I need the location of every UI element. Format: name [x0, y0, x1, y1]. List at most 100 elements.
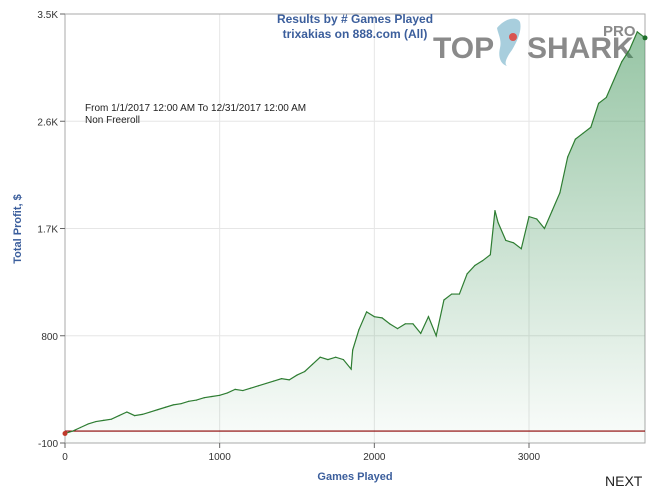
data-point: [489, 254, 491, 256]
data-point: [304, 370, 306, 373]
data-point: [381, 317, 383, 319]
data-point: [628, 49, 631, 51]
data-point: [505, 239, 507, 242]
data-point: [335, 356, 337, 358]
game-type-note: Non Freeroll: [85, 115, 140, 126]
data-point: [195, 399, 198, 401]
data-point: [149, 411, 151, 413]
data-point: [164, 406, 167, 408]
data-point: [389, 323, 391, 325]
data-point: [211, 395, 213, 398]
series-layer: [62, 30, 648, 443]
data-point: [358, 329, 360, 331]
shark-icon: [497, 18, 521, 66]
data-point: [494, 210, 496, 212]
data-point: [234, 388, 236, 390]
data-point: [366, 311, 368, 313]
data-point: [497, 221, 499, 224]
data-point: [636, 31, 638, 33]
data-point: [396, 328, 399, 330]
x-tick-label: 2000: [363, 452, 386, 463]
data-point: [373, 316, 375, 318]
profit-line: [64, 30, 646, 435]
logo-top-text: TOP: [433, 32, 494, 65]
data-point: [257, 385, 259, 387]
y-tick-label: 3.5K: [37, 10, 58, 21]
data-point: [103, 419, 105, 421]
data-point: [427, 316, 430, 318]
data-point: [72, 430, 74, 432]
data-point: [443, 299, 445, 301]
data-point: [412, 323, 414, 325]
data-point: [582, 132, 584, 134]
date-range-note: From 1/1/2017 12:00 AM To 12/31/2017 12:…: [85, 103, 306, 114]
data-point: [219, 394, 221, 396]
data-point: [327, 358, 329, 361]
data-point: [520, 248, 522, 250]
data-point: [180, 403, 182, 405]
data-point: [551, 210, 553, 212]
y-tick-label: 2.6K: [37, 117, 58, 128]
data-point: [559, 192, 561, 194]
y-tick-label: 800: [41, 332, 58, 343]
data-point: [352, 349, 354, 351]
data-point: [280, 378, 283, 380]
data-point: [613, 78, 615, 81]
data-point: [250, 387, 252, 389]
data-point: [134, 414, 136, 417]
chart-title: Results by # Games Played: [277, 12, 433, 26]
data-point: [350, 368, 352, 370]
data-point: [226, 392, 228, 394]
y-tick-label: 1.7K: [37, 225, 58, 236]
data-point: [574, 138, 577, 140]
data-point: [118, 414, 120, 417]
data-point: [157, 409, 159, 411]
topshark-logo: TOP SHARK PRO: [433, 18, 636, 66]
data-point: [95, 420, 97, 423]
next-button[interactable]: NEXT: [605, 473, 643, 489]
data-point: [458, 293, 460, 295]
data-point: [203, 397, 205, 399]
x-tick-label: 3000: [518, 452, 541, 463]
data-point: [451, 293, 453, 295]
data-point: [79, 426, 82, 429]
data-point: [110, 418, 112, 420]
data-point: [466, 273, 468, 275]
y-axis-label: Total Profit, $: [12, 194, 24, 263]
ticks-layer: 0 1000 2000 3000 -100 800 1.7K 2.6K 3.5K: [37, 10, 540, 463]
data-point: [605, 96, 607, 99]
data-point: [482, 260, 484, 262]
data-point: [319, 356, 321, 358]
profit-area: [65, 31, 645, 443]
data-point: [242, 389, 244, 392]
logo-pro-text: PRO: [603, 23, 636, 40]
data-point: [404, 323, 406, 325]
data-point: [296, 374, 298, 376]
data-point: [567, 156, 569, 158]
logo-shark-text: SHARK: [527, 32, 634, 65]
data-point: [621, 61, 623, 63]
data-point: [141, 413, 143, 415]
end-point-marker: [642, 35, 648, 41]
data-point: [543, 227, 546, 230]
data-point: [590, 126, 592, 128]
x-tick-label: 1000: [209, 452, 232, 463]
data-point: [311, 363, 314, 365]
data-point: [172, 404, 174, 406]
data-point: [188, 400, 190, 402]
y-tick-label: -100: [38, 439, 58, 450]
data-point: [420, 332, 422, 334]
data-point: [288, 379, 290, 381]
data-point: [342, 358, 344, 361]
data-point: [87, 423, 89, 425]
data-point: [126, 411, 128, 413]
data-point: [265, 382, 267, 385]
x-axis-label: Games Played: [317, 471, 392, 483]
start-point-marker: [62, 430, 68, 436]
data-point: [474, 264, 476, 267]
data-point: [598, 102, 600, 104]
data-point: [536, 218, 538, 220]
chart-subtitle: trixakias on 888.com (All): [283, 27, 428, 41]
x-tick-label: 0: [62, 452, 68, 463]
